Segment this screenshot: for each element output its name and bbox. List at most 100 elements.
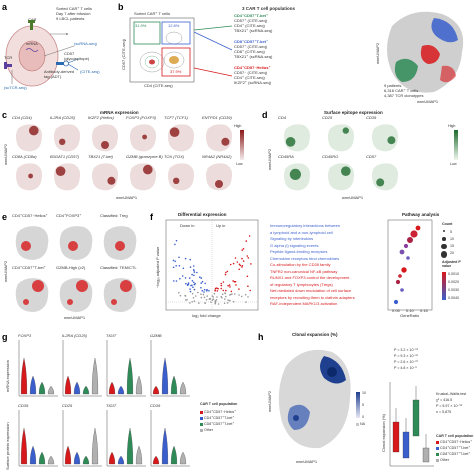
e-umap-r2-2 [103, 278, 137, 312]
d-ep-r2-2: CD57 [366, 154, 377, 159]
tcr-label: TCR [4, 55, 13, 60]
violin-shape [20, 427, 28, 465]
e-r1-0: CD4⁺CD57⁻Helios⁺ [12, 213, 48, 218]
volcano-point [212, 296, 214, 298]
volcano-point [211, 299, 214, 301]
volcano-point [238, 268, 240, 271]
adt-line-1: Antibody-derived [44, 69, 75, 74]
g-legend-title: CAR T cell population [200, 402, 238, 406]
volcano-point [216, 287, 218, 289]
flow-yaxis: CD57 (CITE-seq) [121, 39, 126, 70]
volcano-point [224, 273, 227, 276]
panel-c-label: c [2, 110, 8, 120]
volcano-point [203, 288, 206, 291]
clonal-scale-2: 5 [362, 403, 364, 407]
box [402, 431, 410, 459]
volcano-point [179, 294, 182, 297]
c-gene-r1-1: IL2RA (CD25) [50, 115, 75, 120]
d-title: Surface epitope expression [324, 110, 383, 115]
c-umap-r1-2 [91, 124, 119, 152]
violin-row1-3 [150, 340, 190, 397]
b-umap [387, 11, 464, 93]
violin-shape [108, 451, 116, 465]
f-down: Down in [180, 223, 195, 228]
volcano-point [224, 292, 227, 295]
volcano-point [200, 293, 202, 295]
pathway-8: RUNX1 and FOXP3 control the development [270, 275, 350, 280]
volcano-point [241, 266, 243, 268]
h-yaxis: wnnUMAP2 [267, 390, 272, 412]
volcano-point [189, 288, 191, 290]
box [392, 421, 400, 453]
c-umap-r2-4 [167, 163, 195, 191]
volcano-point [221, 296, 223, 299]
volcano-point [203, 296, 206, 299]
violin-shape [152, 385, 160, 395]
panel-a-label: a [2, 2, 8, 12]
e-r2-2: Classified: TEM/CTL [100, 265, 137, 270]
b-umap-x: wnnUMAP1 [417, 99, 439, 104]
f-title: Differential expression [178, 212, 227, 217]
panel-h: Clonal expansion (%) 10 5 0 NA wnnUMAP1 … [260, 332, 474, 474]
e-r1-1: CD4⁺FOXP3⁺ [56, 213, 82, 218]
box [422, 447, 430, 463]
box [412, 399, 420, 437]
volcano-point [184, 295, 187, 297]
violin-shape [64, 375, 72, 395]
e-umap-r1-2 [103, 226, 137, 260]
violin-row1-0 [18, 340, 58, 397]
g-y1: mRNA expression [5, 359, 10, 392]
volcano-point [191, 284, 193, 287]
f-yaxis: −log₁₀ adjusted P value [155, 246, 160, 288]
volcano-point [193, 281, 195, 284]
violin-shape [161, 427, 169, 465]
volcano-point [238, 294, 240, 296]
gate-1: 31.9% [135, 23, 147, 28]
c-umap-r1-0 [15, 124, 43, 152]
violin-row1-2 [106, 340, 146, 397]
pathway-7: TNFR2 non-canonical NF-κB pathway [270, 268, 338, 274]
d-xaxis: wnnUMAP1 [342, 195, 364, 200]
volcano-point [242, 260, 245, 262]
g-row1-1: IL2RA (CD25) [62, 333, 87, 338]
volcano-point [214, 287, 217, 290]
volcano-point [175, 239, 178, 242]
c-gene-r2-0: CD8A (CD8α) [12, 154, 37, 159]
h-legend-title: CAR T cell population [436, 434, 474, 438]
volcano-point [185, 282, 187, 285]
h-stat-0: P = 3.2 × 10⁻¹⁶ [394, 348, 419, 352]
volcano-point [241, 265, 244, 267]
volcano-point [191, 301, 193, 303]
e-umap-r1-0 [15, 226, 49, 260]
b-summary-2: 6,316 CAR⁺ T cells [384, 88, 419, 93]
violin-shape [126, 427, 134, 465]
pathway-dot [406, 256, 410, 260]
volcano-point [203, 291, 205, 293]
violin-shape [64, 445, 72, 465]
clonal-umap [278, 349, 351, 449]
volcano-point [173, 280, 175, 282]
c-high: High [234, 124, 242, 128]
volcano-point [226, 270, 229, 273]
pathway-1: a lymphoid and a non-lymphoid cell [270, 229, 333, 235]
c-umap-r1-4 [167, 124, 195, 152]
c-umap-r2-1 [53, 163, 81, 191]
volcano-point [208, 290, 210, 292]
pathway-10: Nef-mediated down modulation of cell sur… [270, 288, 352, 293]
panel-g-label: g [2, 332, 8, 342]
e-r2-1: GZMB-High (≥2) [56, 265, 86, 270]
h-legend-item-0: CD4⁺CD57⁻Helios⁺ [436, 440, 472, 444]
pop2-line2: CD8⁺ (CITE-seq) [234, 49, 265, 54]
volcano-point [189, 290, 192, 293]
c-colorbar [240, 130, 244, 160]
pathway-dotplot [387, 219, 433, 311]
violin-shape [179, 451, 187, 465]
e-yaxis: wnnUMAP2 [3, 260, 8, 282]
violin-shape [38, 381, 46, 395]
clonal-scale-na: NA [356, 422, 365, 426]
padj-val-2: 0.0030 [448, 288, 459, 292]
volcano-point [210, 301, 212, 303]
volcano-point [172, 259, 175, 262]
count-val-0: 5 [450, 230, 452, 234]
g-row2-1: CD25 [62, 403, 73, 408]
